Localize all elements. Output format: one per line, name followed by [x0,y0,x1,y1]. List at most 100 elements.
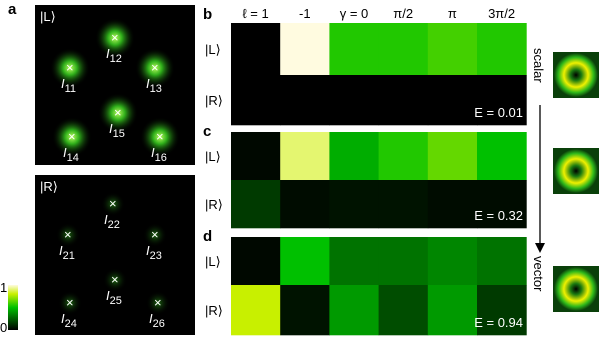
spot-label: I24 [61,311,77,330]
spot-letter: I [109,121,113,136]
spot-letter: I [149,311,153,326]
spot-sub: 22 [108,219,120,231]
spot-cross: × [68,129,76,144]
column-header: γ = 0 [340,6,369,21]
row-ket: |R⟩ [205,303,223,318]
spot-sub: 26 [153,318,165,330]
heatmap-cell [231,132,281,181]
spot-sub: 12 [110,53,122,65]
spot-label: I26 [149,311,165,330]
heatmap-cell [231,23,281,76]
spot-label: I16 [151,145,167,164]
row-ket: |L⟩ [205,149,221,164]
panel-label: d [203,228,212,245]
heatmap-cell [378,285,429,336]
heatmap-cell [378,23,429,76]
heatmap-cell [231,285,281,336]
panel-label: a [8,1,17,18]
heatmap-cell [329,237,380,286]
spot-letter: I [146,76,150,91]
spot-sub: 24 [65,318,77,330]
spot-label: I15 [109,121,125,140]
spot-cross: × [111,30,119,45]
spot-sub: 23 [150,250,162,262]
colorbar-tick: 1 [0,280,7,295]
heatmap-cell [231,180,281,229]
column-header: 3π/2 [488,6,515,21]
row-ket: |R⟩ [205,197,223,212]
spot-label: I13 [146,76,162,95]
heatmap-cell [329,285,380,336]
spot-letter: I [104,212,108,227]
heatmap-cell [378,132,429,181]
spot-cross: × [109,196,117,211]
metric: E = 0.94 [474,315,523,330]
spot-label: I12 [106,46,122,65]
heatmap-cell [477,132,527,181]
image-ket: |R⟩ [40,179,58,194]
heatmap-cell [427,285,478,336]
heatmap-cell [280,132,330,181]
heatmap-cell [280,285,330,336]
heatmap-cell [427,132,478,181]
heatmap-cell [378,237,429,286]
column-header: π/2 [393,6,413,21]
panel-label: b [203,6,212,23]
spot-label: I25 [106,288,122,307]
metric: E = 0.01 [474,105,523,120]
spot-sub: 11 [65,83,76,95]
spot-letter: I [61,76,65,91]
colorbar [8,285,18,330]
spot-label: I22 [104,212,120,231]
heatmap-cell [329,180,380,229]
heatmap-cell [378,180,429,229]
panel-label: c [203,123,211,140]
heatmap-cell [329,132,380,181]
spot-cross: × [111,272,119,287]
spot-label: I23 [146,243,162,262]
spot-cross: × [151,60,159,75]
heatmap-cell [329,23,380,76]
heatmap-cell [427,75,478,126]
spot-cross: × [66,295,74,310]
spot-glow [103,268,127,292]
spot-letter: I [63,145,67,160]
spot-glow [95,18,135,58]
image-ket: |L⟩ [40,9,56,24]
heatmap-cell [477,237,527,286]
spot-glow [52,117,92,157]
colorbar-tick: 0 [0,320,7,335]
heatmap-cell [280,237,330,286]
spot-letter: I [106,288,110,303]
spot-glow [101,192,125,216]
row-ket: |L⟩ [205,42,221,57]
column-header: ℓ = 1 [242,6,268,21]
heatmap-cell [378,75,429,126]
metric: E = 0.32 [474,208,523,223]
spot-cross: × [156,129,164,144]
heatmap-cell [427,23,478,76]
heatmap-cell [231,237,281,286]
spot-glow [50,48,90,88]
spot-label: I11 [61,76,76,95]
spot-label: I21 [59,243,75,262]
spot-cross: × [154,295,162,310]
spot-letter: I [146,243,150,258]
spot-glow [98,93,138,133]
spot-letter: I [59,243,63,258]
row-ket: |L⟩ [205,254,221,269]
spot-letter: I [106,46,110,61]
spot-glow [58,291,82,315]
spot-sub: 21 [63,250,75,262]
spot-sub: 15 [113,128,125,140]
column-header: π [448,6,457,21]
heatmap-cell [280,180,330,229]
spot-cross: × [114,105,122,120]
side-arrow [535,105,545,253]
spot-cross: × [66,60,74,75]
heatmap-cell [477,285,527,336]
spot-cross: × [151,227,159,242]
spot-label: I14 [63,145,79,164]
side-bottom: vector [531,256,546,292]
